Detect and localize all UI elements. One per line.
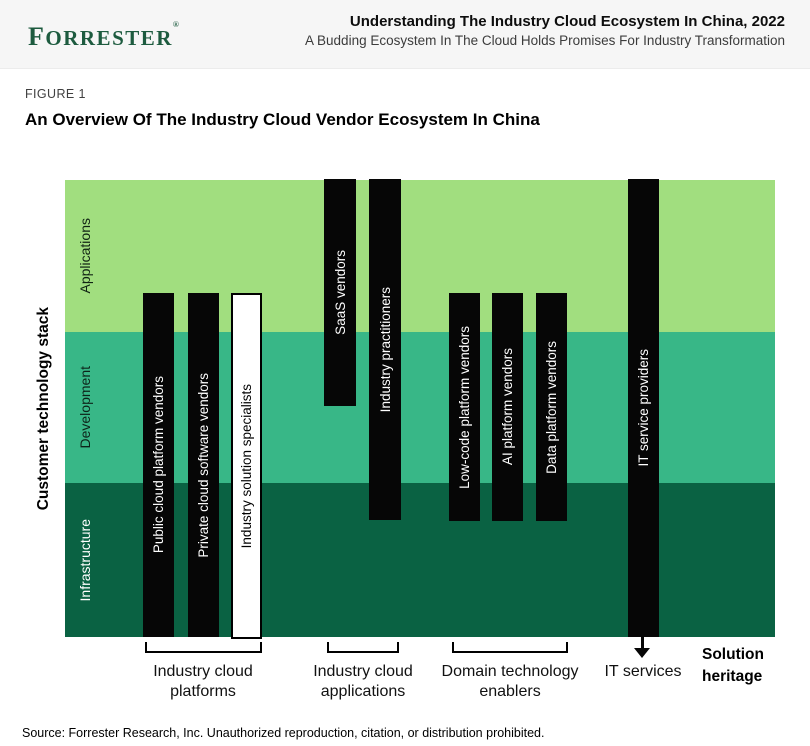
band-label-text: Applications <box>77 218 93 294</box>
bar-saas-vendors: SaaS vendors <box>324 179 356 406</box>
report-title: Understanding The Industry Cloud Ecosyst… <box>349 13 785 30</box>
customer-technology-stack-label: Customer technology stack <box>30 180 58 637</box>
bar-label: Industry practitioners <box>377 286 393 413</box>
group-label-domain-technology-enablers: Domain technology enablers <box>441 663 579 700</box>
logo-rest: ORRESTER <box>45 26 173 50</box>
band-label-applications: Applications <box>70 180 100 332</box>
bar-label: AI platform vendors <box>500 348 515 466</box>
group-label-industry-cloud-applications: Industry cloud applications <box>313 663 413 700</box>
band-label-development: Development <box>70 332 100 483</box>
solution-heritage-label: Solution heritage <box>702 646 764 685</box>
band-label-text: Infrastructure <box>77 518 93 602</box>
bar-data-platform-vendors: Data platform vendors <box>536 293 567 521</box>
registered-mark-icon: ® <box>172 20 181 29</box>
bar-label: Public cloud platform vendors <box>151 376 166 554</box>
bar-private-cloud-software-vendors: Private cloud software vendors <box>188 293 219 637</box>
bar-label: IT service providers <box>636 349 651 467</box>
source-note: Source: Forrester Research, Inc. Unautho… <box>22 726 545 740</box>
bar-low-code-platform-vendors: Low-code platform vendors <box>449 293 480 521</box>
bar-it-service-providers: IT service providers <box>628 179 659 637</box>
forrester-logo: FORRESTER® <box>28 20 181 52</box>
bar-label: Private cloud software vendors <box>196 372 211 558</box>
bar-label: Industry solution specialists <box>239 383 254 549</box>
band-label-infrastructure: Infrastructure <box>70 483 100 637</box>
stack-axis-text: Customer technology stack <box>35 306 52 511</box>
bar-industry-solution-specialists: Industry solution specialists <box>231 293 262 639</box>
band-label-text: Development <box>77 366 93 449</box>
group-label-it-services: IT services <box>604 663 682 680</box>
bar-label: SaaS vendors <box>332 250 348 335</box>
bar-public-cloud-platform-vendors: Public cloud platform vendors <box>143 293 174 637</box>
bar-industry-practitioners: Industry practitioners <box>369 179 401 520</box>
bracket-industry-cloud-platforms <box>145 642 262 653</box>
group-label-industry-cloud-platforms: Industry cloud platforms <box>153 663 253 700</box>
bar-label: Data platform vendors <box>544 340 559 474</box>
bar-ai-platform-vendors: AI platform vendors <box>492 293 523 521</box>
report-subtitle: A Budding Ecosystem In The Cloud Holds P… <box>305 33 785 48</box>
figure-number: FIGURE 1 <box>25 87 86 101</box>
figure-title: An Overview Of The Industry Cloud Vendor… <box>25 110 540 129</box>
bracket-industry-cloud-applications <box>327 642 399 653</box>
down-arrow-icon <box>641 637 644 648</box>
down-arrow-icon <box>634 648 650 658</box>
bracket-domain-technology-enablers <box>452 642 568 653</box>
logo-initial: F <box>28 22 46 51</box>
report-header: FORRESTER® Understanding The Industry Cl… <box>0 0 810 69</box>
bar-label: Low-code platform vendors <box>457 325 472 489</box>
